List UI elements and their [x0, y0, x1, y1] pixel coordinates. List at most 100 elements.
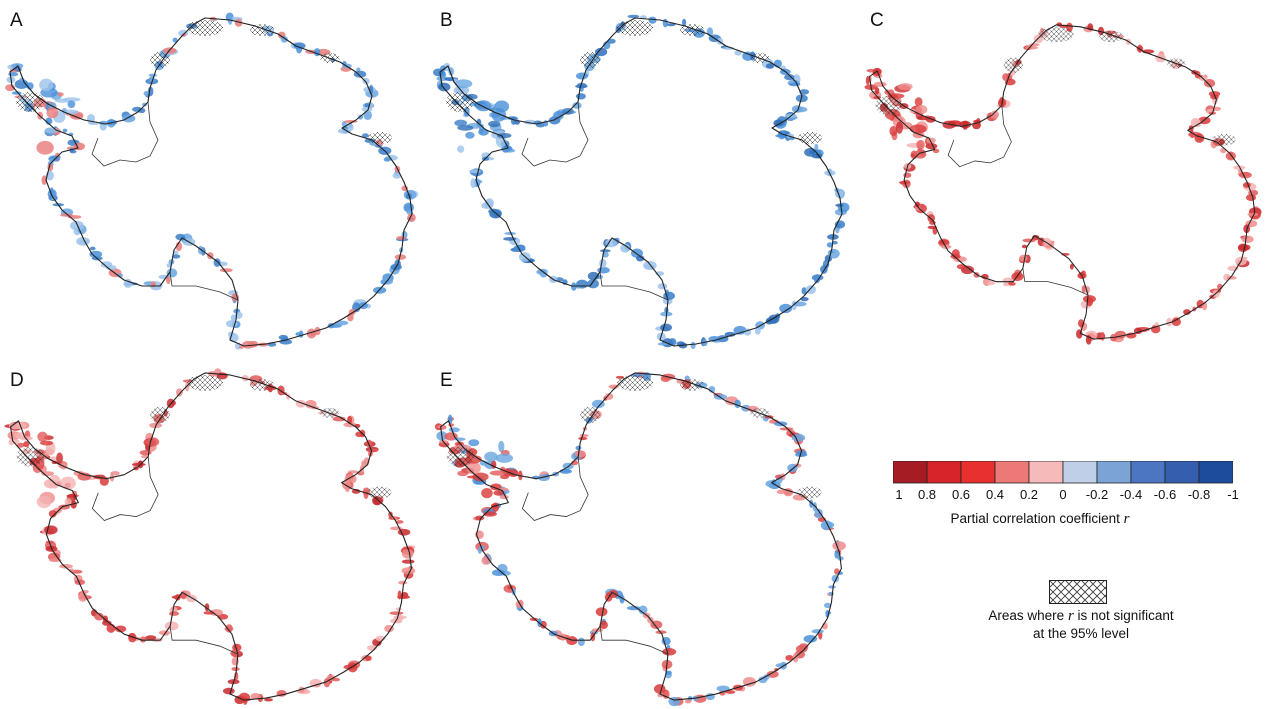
ronne-ice-shelf-outline: [514, 455, 589, 522]
correlation-patch: [51, 460, 58, 465]
correlation-patch: [495, 453, 514, 463]
colorbar-tick-label: 0.6: [951, 487, 971, 502]
correlation-patch: [990, 110, 1000, 119]
correlation-patch: [725, 690, 736, 694]
correlation-patch: [914, 97, 923, 107]
non-significant-area: [1212, 134, 1236, 146]
correlation-patch: [666, 23, 676, 27]
correlation-patch: [139, 636, 147, 643]
correlation-patch: [337, 128, 351, 134]
correlation-patch: [466, 461, 481, 475]
correlation-patch: [448, 427, 460, 433]
correlation-patch: [611, 385, 617, 390]
correlation-patch: [343, 422, 357, 428]
correlation-patch: [164, 621, 179, 631]
correlation-patch: [576, 82, 587, 88]
correlation-patch: [148, 73, 157, 77]
correlation-patch: [145, 437, 160, 447]
correlation-patch: [16, 442, 25, 448]
colorbar-title-var: r: [1123, 511, 1130, 527]
colorbar-segment: [960, 461, 996, 484]
non-significant-area: [617, 374, 653, 391]
correlation-patch: [662, 18, 668, 28]
correlation-patch: [801, 287, 807, 295]
correlation-patch: [834, 568, 840, 575]
correlation-patch: [468, 439, 480, 447]
antarctica-map-c: [864, 22, 1262, 345]
correlation-patch: [57, 92, 64, 97]
correlation-patch: [490, 483, 502, 491]
ronne-ice-shelf-outline: [940, 104, 1012, 168]
colorbar-segment: [1062, 461, 1098, 484]
non-significant-area: [368, 132, 392, 144]
correlation-patch: [591, 399, 605, 409]
correlation-patch: [742, 676, 757, 687]
correlation-patch: [657, 693, 664, 698]
correlation-patch: [773, 119, 784, 127]
correlation-patch: [225, 624, 233, 633]
correlation-patch: [114, 625, 127, 633]
correlation-patch: [788, 82, 801, 87]
correlation-patch: [46, 107, 59, 119]
panel-label-c: C: [870, 10, 884, 31]
correlation-patch: [577, 637, 585, 647]
correlation-patch: [766, 670, 779, 678]
non-significant-area: [16, 446, 45, 467]
correlation-patch: [798, 643, 809, 651]
correlation-patch: [361, 107, 373, 112]
panel-label-b: B: [440, 10, 453, 31]
correlation-patch: [94, 612, 104, 621]
correlation-patch: [306, 328, 317, 339]
colorbar-tick-label: 1: [895, 487, 903, 502]
correlation-patch: [16, 422, 27, 430]
correlation-patch: [826, 242, 834, 248]
coastline: [9, 17, 413, 347]
correlation-patch: [766, 317, 778, 324]
correlation-patch: [916, 139, 925, 150]
correlation-patch: [401, 567, 416, 575]
correlation-patch: [48, 510, 57, 518]
correlation-patch: [814, 508, 823, 519]
correlation-patch: [638, 605, 648, 615]
correlation-patch: [401, 559, 415, 564]
correlation-patch: [356, 67, 361, 72]
correlation-patch: [787, 463, 798, 473]
colorbar: [893, 461, 1233, 484]
correlation-patch: [62, 128, 68, 133]
correlation-patch: [491, 569, 505, 576]
correlation-patch: [579, 433, 589, 438]
antarctica-map-b: [433, 14, 850, 349]
colorbar-title-text: Partial correlation coefficient: [950, 511, 1124, 526]
correlation-patch: [62, 97, 81, 102]
correlation-patch: [69, 149, 77, 154]
correlation-patch: [40, 440, 54, 446]
ronne-ice-shelf-outline: [513, 101, 589, 167]
non-significant-area: [187, 374, 223, 391]
correlation-patch: [898, 181, 911, 184]
correlation-patch: [784, 74, 795, 81]
correlation-patch: [363, 490, 369, 500]
correlation-patch: [1245, 194, 1257, 201]
correlation-patch: [779, 303, 793, 314]
antarctica-map-a: [5, 12, 419, 350]
non-significant-area: [875, 95, 903, 115]
correlation-patch: [915, 104, 928, 115]
correlation-patch: [620, 243, 630, 253]
correlation-patch: [513, 245, 526, 252]
correlation-patch: [872, 67, 882, 76]
correlation-patch: [238, 692, 251, 703]
correlation-patch: [479, 460, 489, 466]
colorbar-tick-label: 0.4: [985, 487, 1005, 502]
colorbar-tick-label: -0.2: [1085, 487, 1109, 502]
colorbar-tick-label: -0.6: [1153, 487, 1177, 502]
correlation-patch: [332, 677, 341, 682]
correlation-patch: [457, 125, 474, 131]
correlation-patch: [389, 611, 404, 615]
correlation-patch: [298, 330, 304, 338]
correlation-patch: [478, 128, 489, 136]
correlation-patch: [403, 202, 415, 213]
correlation-patch: [627, 14, 640, 19]
correlation-patch: [926, 137, 936, 144]
correlation-patch: [36, 495, 52, 509]
correlation-patch: [657, 283, 668, 290]
